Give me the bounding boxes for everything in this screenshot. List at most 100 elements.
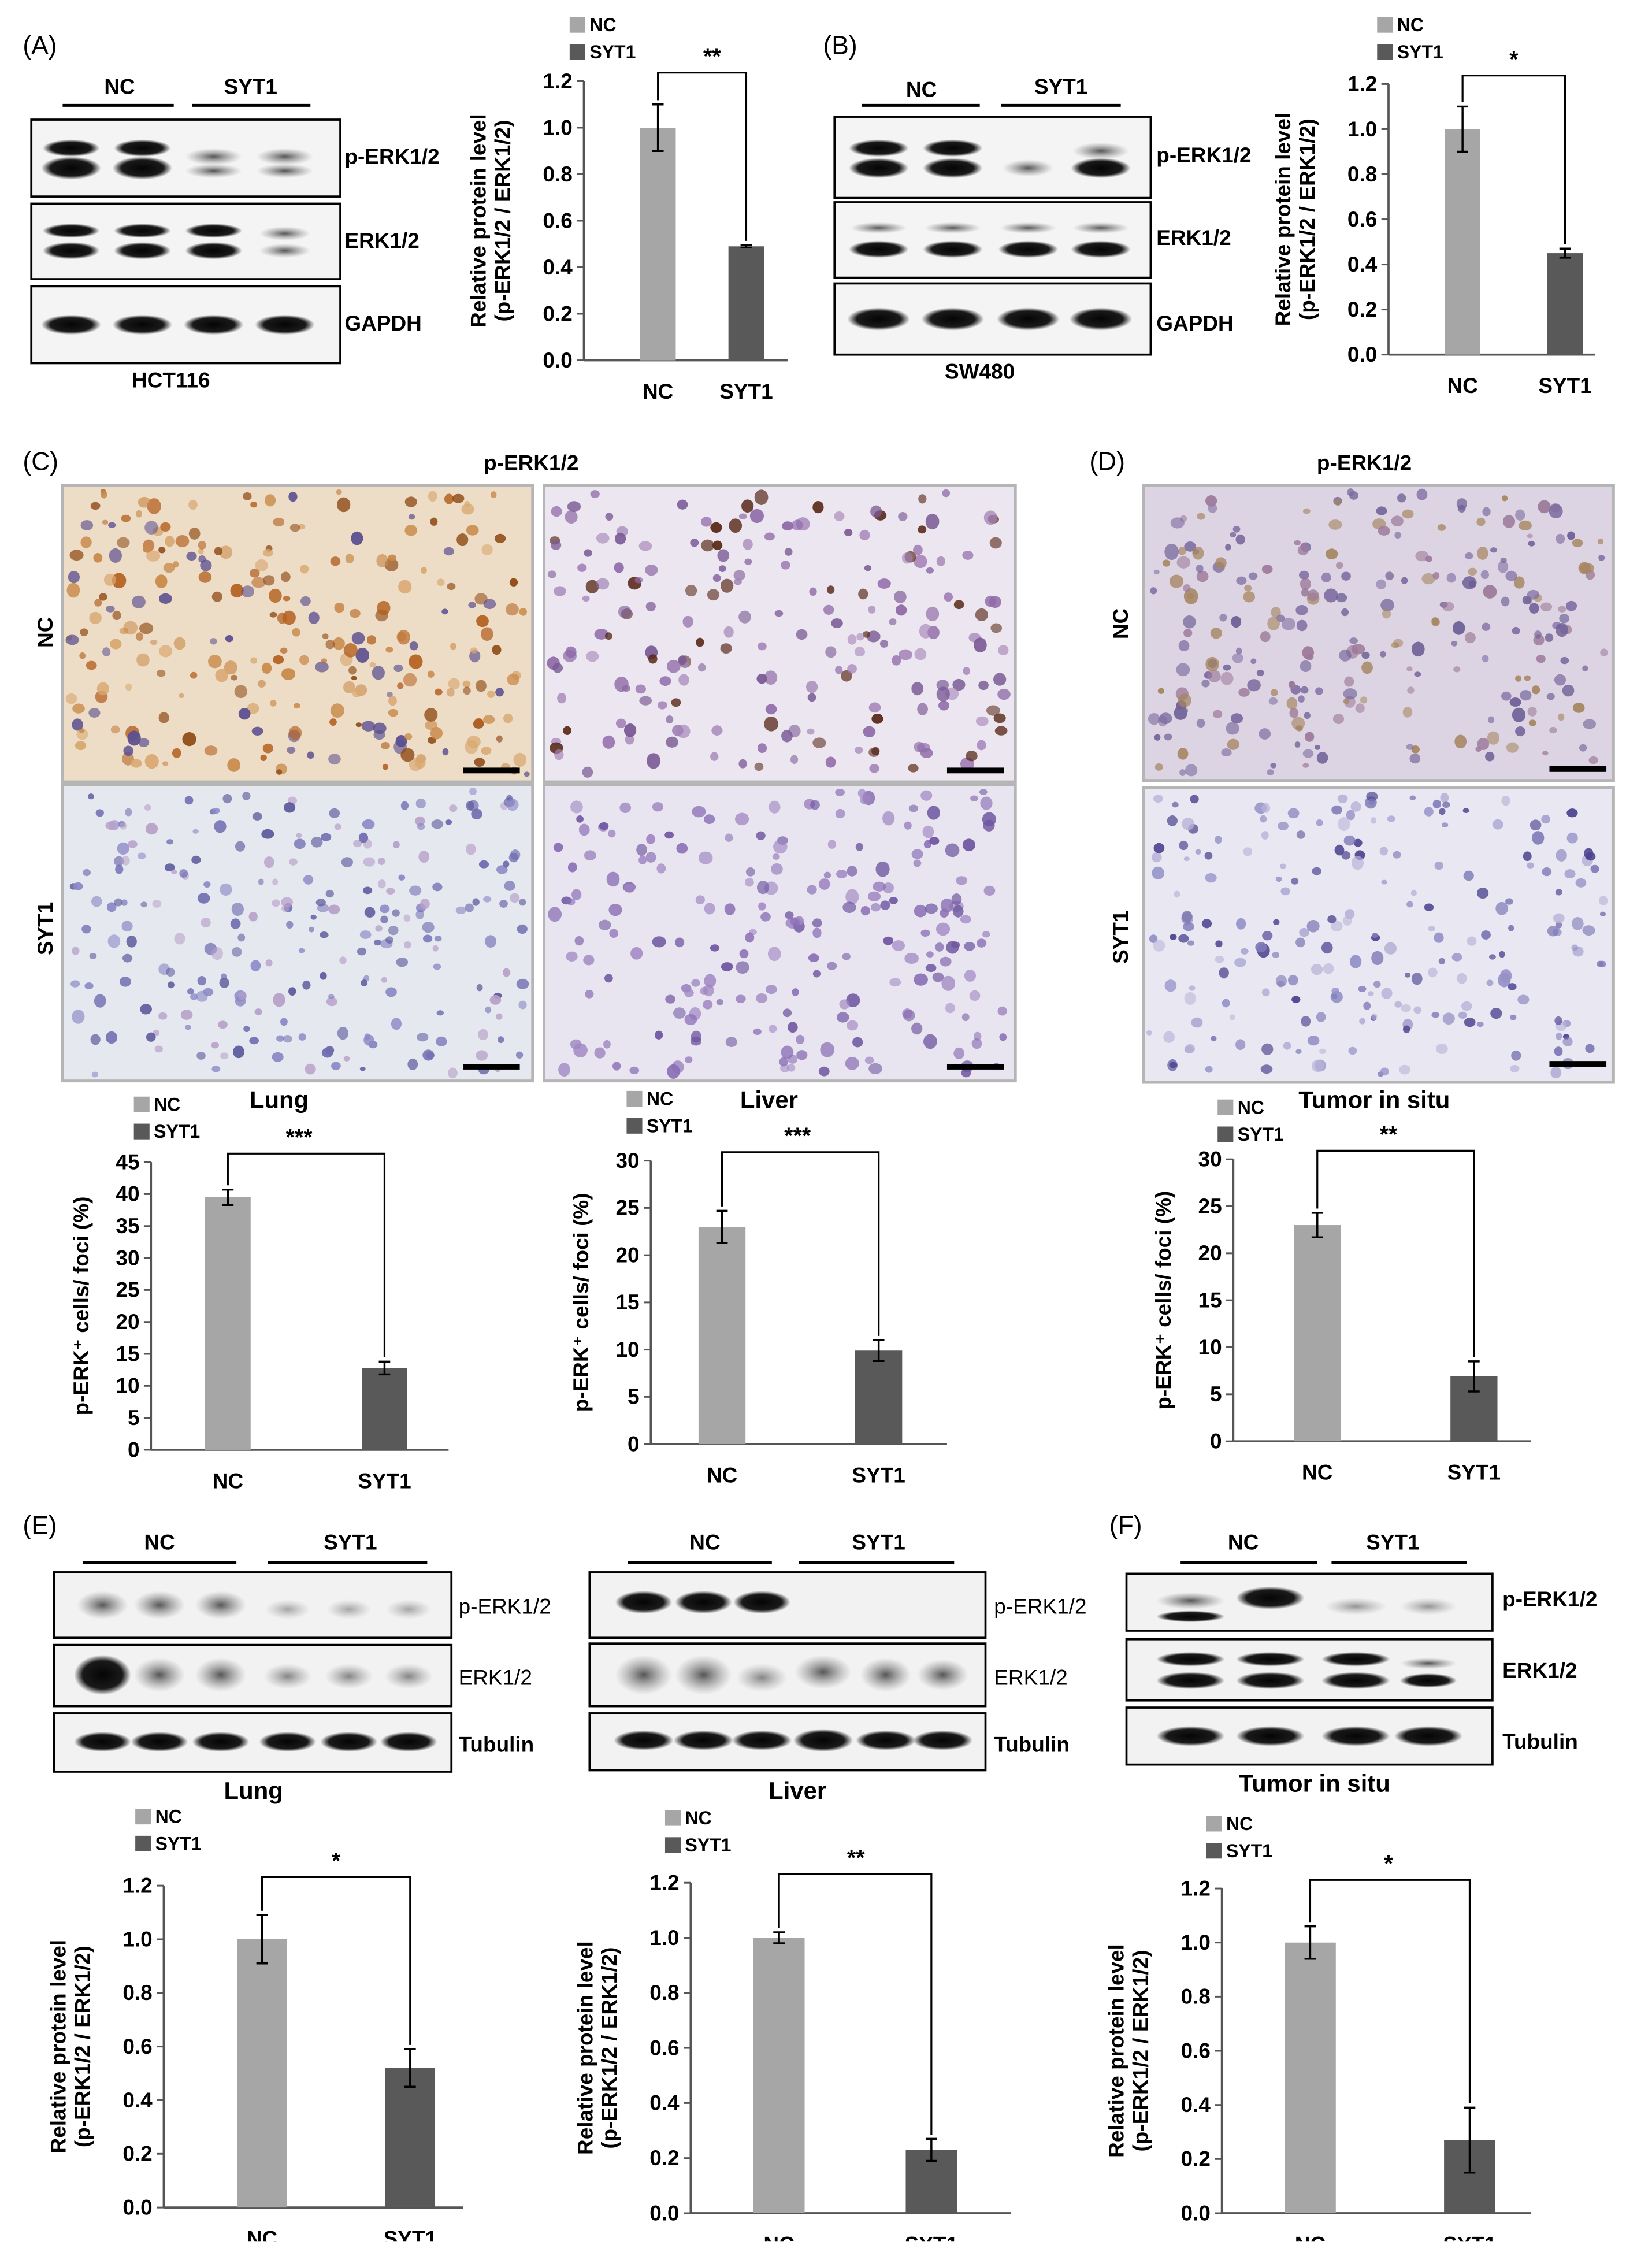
y-tick-label: 0.4: [1181, 2093, 1211, 2117]
cell-nucleus: [1457, 504, 1466, 513]
cell-nucleus: [1534, 630, 1542, 639]
cell-nucleus: [263, 856, 274, 869]
cell-nucleus: [1379, 847, 1388, 856]
cell-nucleus: [757, 642, 767, 651]
cell-nucleus: [769, 800, 781, 814]
y-tick-label: 15: [116, 1342, 139, 1365]
cell-nucleus: [186, 551, 197, 561]
band-label-perk: p-ERK1/2: [344, 144, 439, 168]
cell-nucleus: [204, 745, 218, 756]
y-tick-label: 1.2: [543, 69, 572, 93]
cell-nucleus: [1330, 921, 1343, 932]
cell-nucleus: [908, 804, 919, 812]
cell-nucleus: [422, 1049, 435, 1061]
cell-nucleus: [1414, 671, 1421, 677]
cell-nucleus: [1307, 589, 1319, 602]
y-tick-label: 0.0: [1347, 343, 1377, 366]
cell-nucleus: [1301, 588, 1309, 597]
cell-nucleus: [685, 584, 697, 597]
cell-nucleus: [172, 748, 181, 758]
cell-nucleus: [1339, 649, 1352, 662]
cell-nucleus: [1179, 840, 1189, 851]
cell-nucleus: [889, 618, 897, 625]
cell-nucleus: [983, 885, 996, 896]
cell-nucleus: [725, 1037, 737, 1047]
x-tick-label: SYT1: [1447, 1461, 1501, 1485]
cell-nucleus: [738, 610, 751, 624]
cell-nucleus: [1520, 690, 1532, 701]
cell-nucleus: [674, 937, 685, 948]
panel-label-c: (C): [23, 447, 58, 476]
cell-nucleus: [871, 714, 883, 724]
cell-nucleus: [717, 549, 730, 562]
cell-nucleus: [1530, 819, 1542, 831]
cell-nucleus: [328, 994, 335, 1000]
cell-nucleus: [652, 936, 666, 948]
cell-nucleus: [767, 947, 781, 962]
cell-nucleus: [584, 549, 592, 557]
cell-nucleus: [985, 595, 996, 607]
tissue-label-tumor: Tumor in situ: [1239, 1769, 1390, 1797]
cell-nucleus: [255, 559, 268, 572]
y-tick-label: 35: [116, 1214, 139, 1238]
cell-nucleus: [1295, 937, 1305, 948]
cell-nucleus: [1201, 679, 1210, 688]
cell-nucleus: [1332, 714, 1345, 725]
y-tick-label: 20: [116, 1310, 139, 1334]
cell-nucleus: [428, 491, 437, 502]
cell-nucleus: [565, 646, 577, 658]
scale-bar: [462, 1064, 520, 1070]
y-tick-label: 0.6: [1181, 2039, 1211, 2062]
cell-nucleus: [608, 904, 622, 916]
cell-nucleus: [136, 510, 142, 518]
cell-nucleus: [868, 702, 881, 713]
cell-nucleus: [648, 654, 658, 664]
bar-nc: [1294, 1225, 1341, 1442]
cell-nucleus: [665, 994, 675, 1004]
cell-nucleus: [1372, 933, 1378, 938]
cell-nucleus: [198, 571, 212, 583]
significance-marker: ***: [286, 1125, 313, 1151]
cell-nucleus: [165, 967, 175, 977]
cell-nucleus: [599, 822, 609, 830]
y-tick-label: 1.2: [649, 1871, 679, 1895]
y-tick-label: 0.2: [649, 2146, 679, 2170]
cell-nucleus: [982, 931, 990, 938]
cell-nucleus: [114, 898, 123, 907]
cell-nucleus: [548, 907, 562, 922]
cell-nucleus: [786, 1064, 796, 1072]
cell-nucleus: [450, 643, 456, 650]
cell-nucleus: [704, 814, 715, 825]
cell-nucleus: [337, 1026, 349, 1040]
cell-nucleus: [1415, 551, 1429, 562]
cell-nucleus: [697, 663, 706, 672]
cell-nucleus: [1480, 570, 1489, 580]
western-blot-e-liver: [588, 1571, 987, 1772]
cell-nucleus: [1498, 561, 1509, 573]
cell-nucleus: [1311, 1059, 1324, 1072]
cell-nucleus: [519, 899, 526, 906]
cell-nucleus: [375, 925, 383, 932]
cell-nucleus: [846, 1020, 859, 1031]
cell-nucleus: [1428, 926, 1435, 932]
cell-nucleus: [936, 556, 946, 566]
cell-nucleus: [1260, 1064, 1273, 1074]
cell-nucleus: [516, 978, 529, 989]
cell-nucleus: [1404, 972, 1411, 978]
cell-nucleus: [941, 975, 956, 991]
cell-nucleus: [990, 623, 1003, 633]
cell-nucleus: [707, 589, 720, 601]
cell-nucleus: [695, 895, 705, 905]
cell-nucleus: [1359, 1018, 1366, 1025]
cell-nucleus: [1431, 1012, 1440, 1018]
cell-nucleus: [785, 911, 794, 919]
cell-nucleus: [1451, 640, 1458, 647]
cell-nucleus: [1554, 1016, 1562, 1025]
cell-nucleus: [269, 588, 282, 603]
cell-nucleus: [373, 730, 385, 740]
cell-nucleus: [218, 1020, 228, 1029]
cell-nucleus: [636, 844, 647, 856]
cell-nucleus: [1148, 713, 1160, 725]
cell-nucleus: [305, 1063, 316, 1075]
cell-nucleus: [443, 547, 454, 556]
